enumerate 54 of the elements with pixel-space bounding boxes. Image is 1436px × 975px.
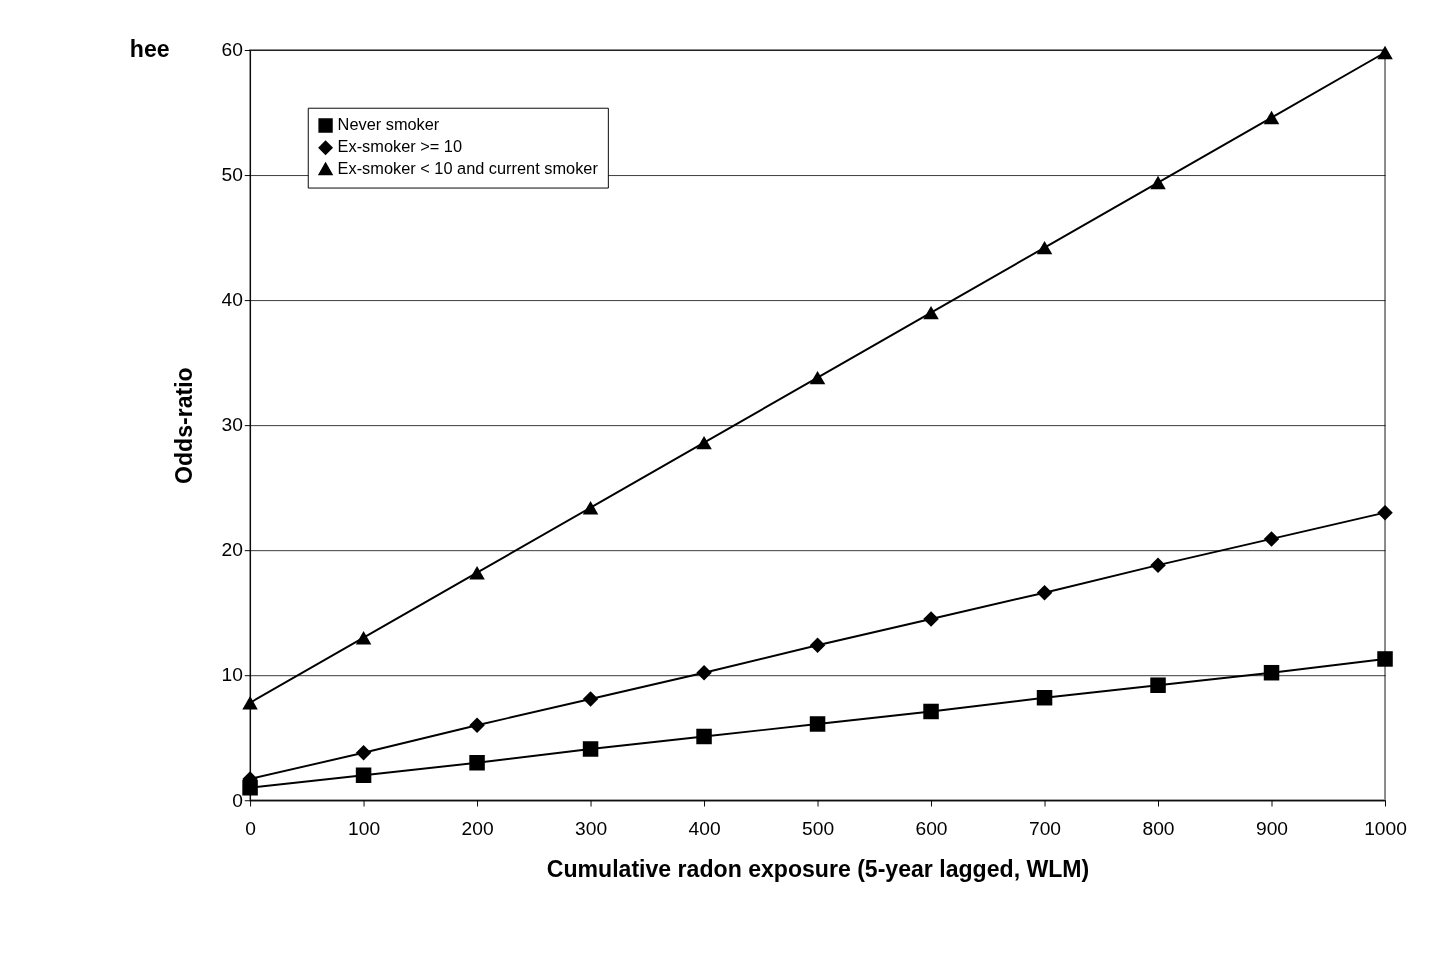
point xyxy=(1150,557,1166,573)
point xyxy=(923,703,939,720)
x-tick-label: 800 xyxy=(1142,818,1175,840)
point xyxy=(809,637,826,653)
text: hee xyxy=(129,35,170,62)
point xyxy=(1377,504,1393,521)
y-tick-label: 0 xyxy=(232,789,243,811)
point xyxy=(1263,664,1280,681)
y-tick-label: 10 xyxy=(221,664,243,686)
point xyxy=(355,630,372,645)
point xyxy=(809,370,826,385)
x-tick-label: 500 xyxy=(801,818,835,840)
point xyxy=(923,611,939,627)
point xyxy=(923,305,939,320)
point xyxy=(1150,175,1166,190)
point xyxy=(582,691,599,707)
point xyxy=(582,741,599,757)
point xyxy=(1150,677,1166,693)
point xyxy=(696,435,712,450)
point xyxy=(242,696,258,710)
x-tick-label: 200 xyxy=(461,818,494,840)
legend-label: Ex-smoker < 10 and current smoker xyxy=(337,158,599,177)
point xyxy=(1377,651,1393,667)
legend-label: Never smoker xyxy=(337,115,440,134)
point xyxy=(1036,240,1053,255)
y-tick-label: 60 xyxy=(221,39,243,61)
point xyxy=(1377,45,1393,60)
x-axis-title: Cumulative radon exposure (5-year lagged, WLM) xyxy=(546,855,1090,882)
point xyxy=(1036,689,1053,706)
y-tick-label: 50 xyxy=(221,164,243,186)
point xyxy=(469,717,485,733)
y-tick-label: 20 xyxy=(221,539,243,561)
x-tick-label: 900 xyxy=(1255,818,1289,840)
point xyxy=(469,565,485,580)
point xyxy=(1036,584,1053,601)
x-tick-label: 600 xyxy=(915,818,948,840)
point xyxy=(355,767,372,783)
y-tick-label: 30 xyxy=(221,414,243,436)
point xyxy=(582,500,599,515)
point xyxy=(355,744,372,761)
point xyxy=(809,716,826,732)
point xyxy=(1263,531,1280,547)
x-tick-label: 300 xyxy=(575,818,608,840)
x-tick-label: 400 xyxy=(688,818,721,840)
point xyxy=(696,728,712,745)
x-tick-label: 700 xyxy=(1028,818,1062,840)
x-tick-label: 1000 xyxy=(1364,818,1407,840)
y-tick-label: 40 xyxy=(221,289,243,311)
y-axis-title: Odds-ratio xyxy=(170,367,197,484)
legend-label: Ex-smoker >= 10 xyxy=(337,137,463,156)
point xyxy=(1263,110,1280,125)
x-tick-label: 100 xyxy=(348,818,381,840)
point xyxy=(469,754,485,771)
point xyxy=(696,664,712,681)
